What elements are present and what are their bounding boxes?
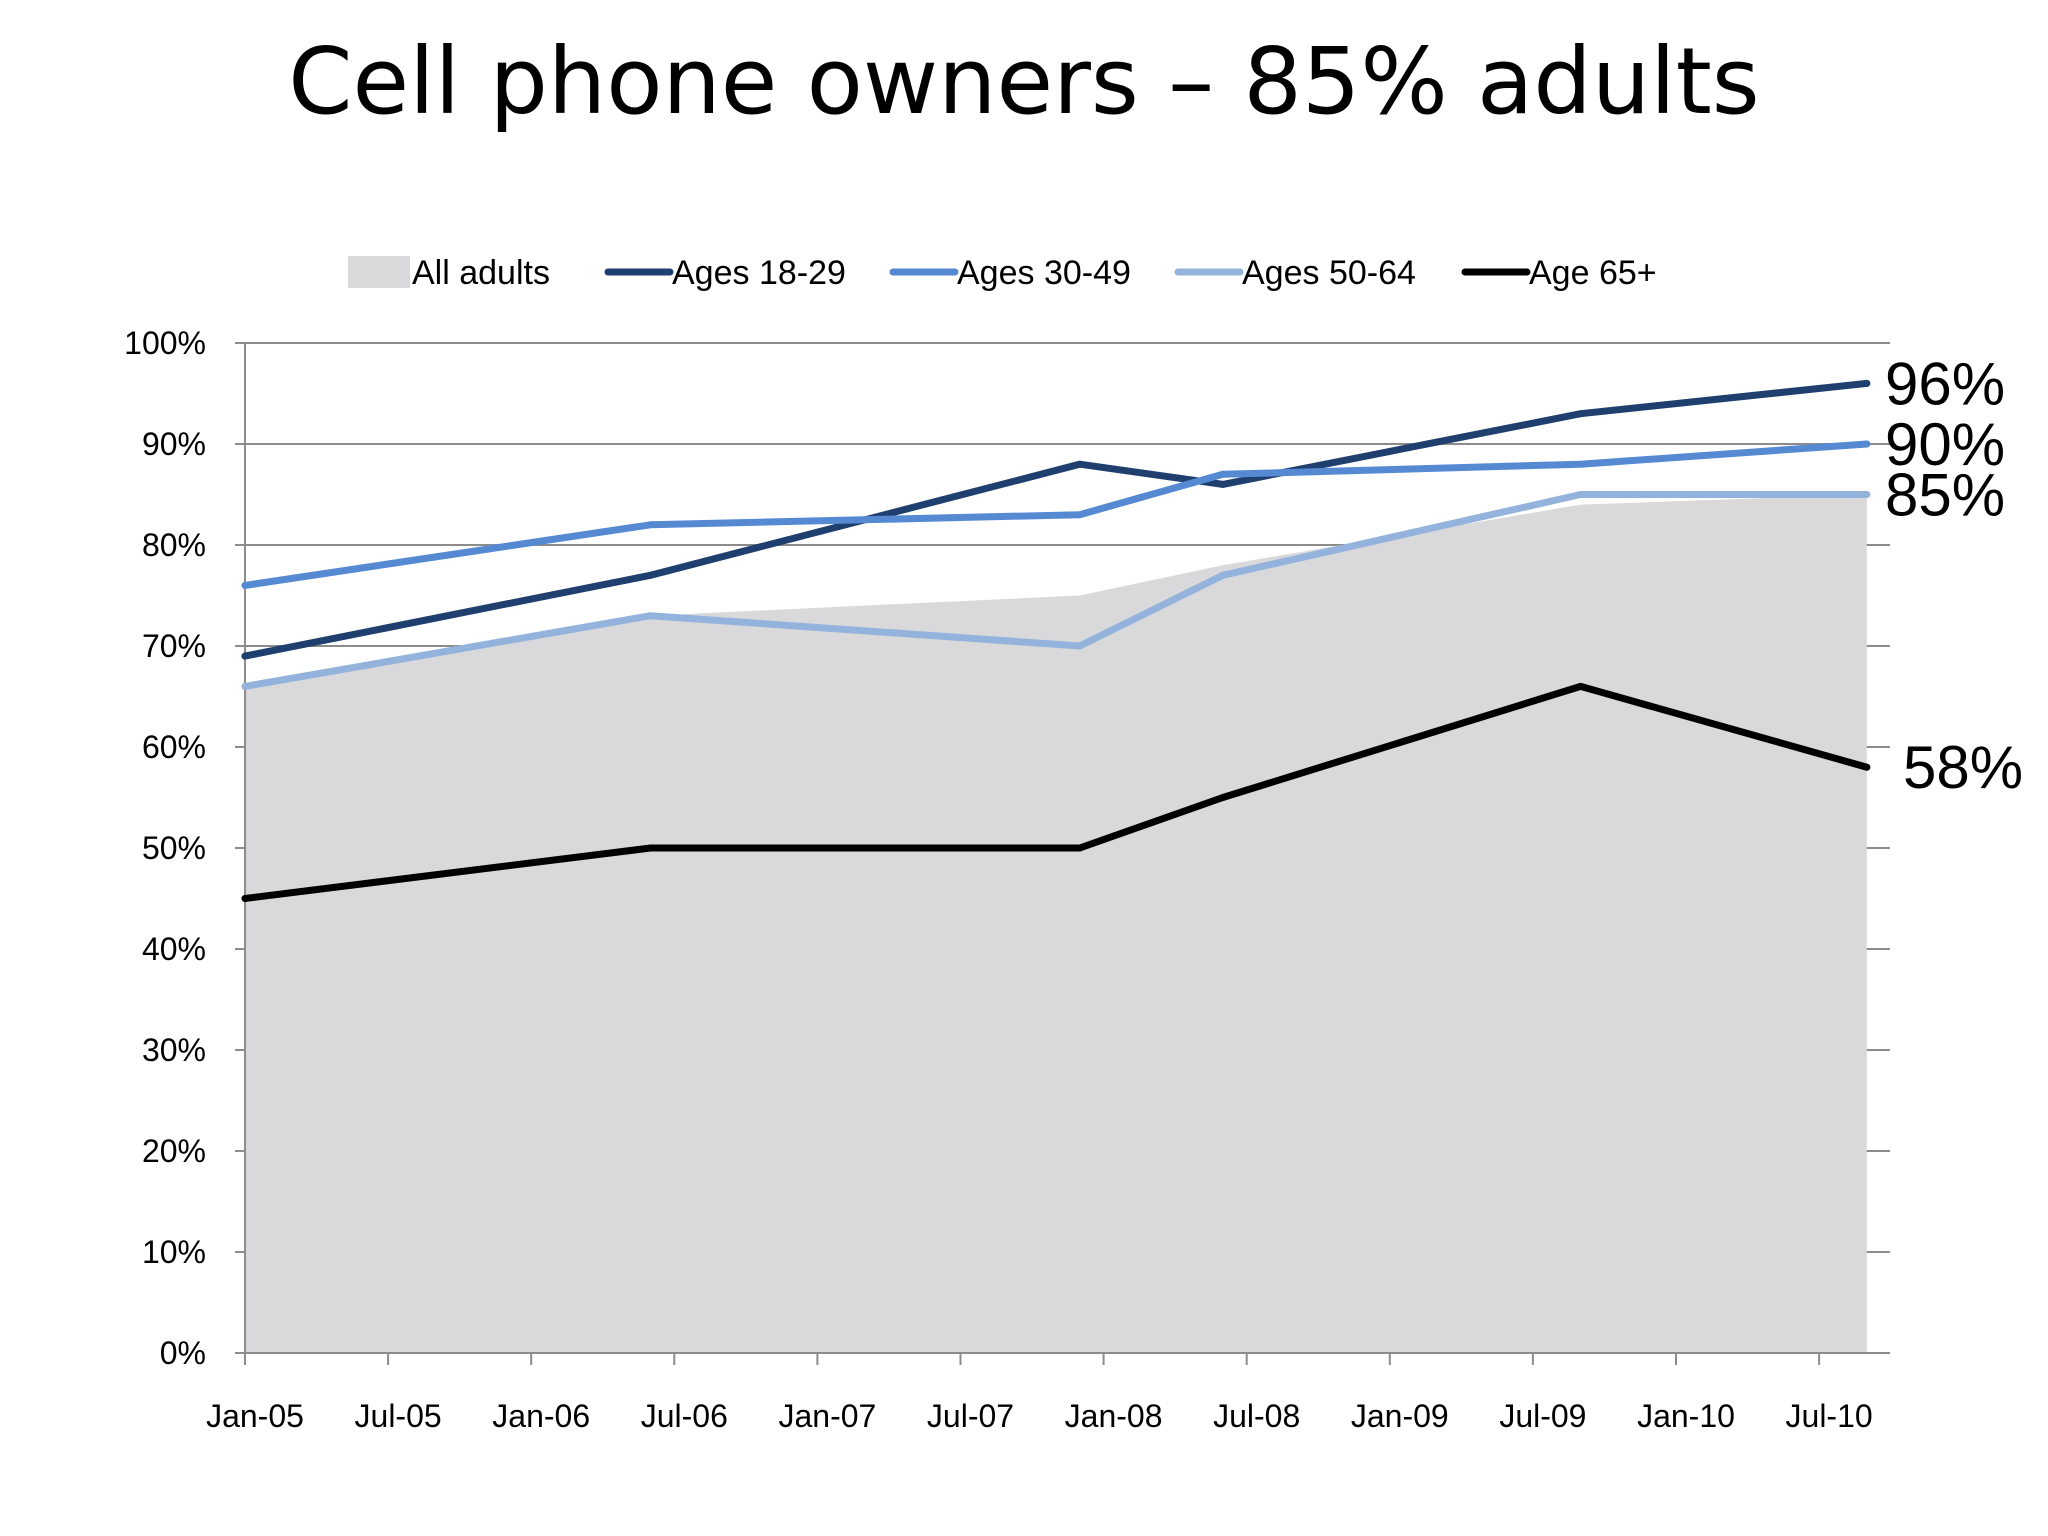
legend-label: Ages 30-49	[957, 254, 1131, 292]
point-age-65	[1863, 763, 1871, 771]
legend-label: Ages 50-64	[1242, 254, 1416, 292]
y-tick-label: 10%	[142, 1234, 206, 1270]
line-ages-30-49	[241, 440, 1871, 589]
end-label: 96%	[1885, 350, 2005, 417]
point-age-65	[1219, 794, 1227, 801]
point-ages-30-49	[1863, 440, 1871, 448]
line-age-65	[241, 682, 1871, 902]
point-ages-18-29	[241, 652, 249, 660]
point-ages-18-29	[1219, 480, 1227, 488]
area-all-adults	[245, 494, 1867, 1353]
axes: 0% 10% 20% 30% 40% 50% 60% 70% 80% 90% 100% Jan-05 J…	[124, 325, 1890, 1434]
point-ages-30-49	[241, 581, 249, 589]
end-label: 85%	[1885, 462, 2005, 529]
y-tick-label: 60%	[142, 729, 206, 765]
point-ages-50-64	[1863, 491, 1871, 498]
x-tick-label: Jul-10	[1786, 1398, 1873, 1434]
legend-label: Ages 18-29	[672, 254, 846, 292]
x-tick-label: Jan-06	[492, 1398, 590, 1434]
x-tick-label: Jul-07	[927, 1398, 1014, 1434]
point-ages-30-49	[1219, 470, 1227, 478]
legend-label: Age 65+	[1529, 254, 1657, 292]
point-age-65	[1577, 682, 1585, 690]
point-age-65	[241, 895, 249, 902]
line-ages-50-64	[241, 491, 1871, 690]
x-tick-label: Jan-07	[778, 1398, 876, 1434]
point-age-65	[1076, 844, 1084, 852]
point-ages-18-29	[646, 571, 654, 579]
y-tick-label: 50%	[142, 830, 206, 866]
end-labels: 96%90%85% 58%	[1885, 350, 2023, 801]
x-tick-label: Jul-09	[1499, 1398, 1586, 1434]
point-ages-30-49	[646, 521, 654, 529]
y-tick-label: 0%	[160, 1335, 206, 1371]
legend-swatch-area	[348, 256, 410, 288]
x-tick-label: Jan-08	[1065, 1398, 1163, 1434]
y-tick-label: 90%	[142, 426, 206, 462]
slide-title: Cell phone owners – 85% adults	[288, 28, 1760, 135]
point-ages-18-29	[1577, 410, 1585, 418]
x-tick-label: Jul-06	[641, 1398, 728, 1434]
point-ages-30-49	[1577, 460, 1585, 468]
y-tick-label: 20%	[142, 1133, 206, 1169]
line-ages-18-29	[241, 379, 1871, 660]
point-ages-50-64	[646, 612, 654, 620]
x-tick-label: Jan-09	[1351, 1398, 1449, 1434]
point-ages-50-64	[1076, 642, 1084, 650]
y-tick-label: 40%	[142, 931, 206, 967]
end-label: 90%	[1885, 411, 2005, 478]
y-tick-label: 80%	[142, 527, 206, 563]
end-label: 58%	[1903, 734, 2023, 801]
legend: All adults Ages 18-29 Ages 30-49 Ages 50-64…	[348, 254, 1657, 292]
point-ages-50-64	[1219, 571, 1227, 579]
point-ages-50-64	[1577, 491, 1585, 498]
line-series	[241, 379, 1871, 902]
y-tick-label: 70%	[142, 628, 206, 664]
x-tick-label: Jul-05	[355, 1398, 442, 1434]
point-ages-18-29	[1863, 379, 1871, 387]
point-age-65	[646, 844, 654, 852]
point-ages-18-29	[1076, 460, 1084, 468]
area-series	[245, 494, 1867, 1353]
point-ages-30-49	[1076, 511, 1084, 519]
point-ages-50-64	[241, 682, 249, 690]
x-tick-label: Jan-10	[1637, 1398, 1735, 1434]
y-tick-label: 100%	[124, 325, 206, 361]
y-tick-label: 30%	[142, 1032, 206, 1068]
legend-label: All adults	[412, 254, 550, 292]
x-tick-label: Jan-05	[206, 1398, 304, 1434]
x-tick-label: Jul-08	[1213, 1398, 1300, 1434]
